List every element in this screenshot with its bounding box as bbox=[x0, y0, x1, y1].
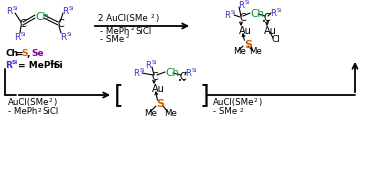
Text: [: [ bbox=[114, 83, 124, 107]
Text: Au: Au bbox=[239, 26, 252, 36]
Text: R: R bbox=[5, 60, 12, 70]
Text: AuCl(SMe: AuCl(SMe bbox=[213, 98, 254, 108]
Text: Ch: Ch bbox=[165, 68, 179, 78]
Text: SiCl: SiCl bbox=[135, 26, 151, 36]
Text: = MePh: = MePh bbox=[18, 60, 57, 70]
Text: 2: 2 bbox=[126, 35, 130, 40]
Text: Si: Si bbox=[192, 67, 197, 73]
Text: ): ) bbox=[155, 13, 158, 22]
Text: 2: 2 bbox=[151, 13, 155, 19]
Text: C: C bbox=[57, 19, 64, 29]
Text: Si: Si bbox=[245, 1, 250, 5]
Text: Si: Si bbox=[12, 60, 18, 64]
Text: Si: Si bbox=[277, 9, 282, 13]
Text: Se: Se bbox=[31, 50, 44, 59]
Text: ): ) bbox=[258, 98, 261, 108]
Text: R: R bbox=[224, 11, 230, 19]
Text: Si: Si bbox=[231, 9, 236, 15]
Text: 2: 2 bbox=[240, 108, 244, 112]
Text: Si: Si bbox=[69, 6, 74, 12]
Text: C: C bbox=[19, 19, 26, 29]
Text: 2: 2 bbox=[254, 98, 258, 104]
Text: R: R bbox=[145, 60, 151, 70]
Text: Au: Au bbox=[264, 26, 277, 36]
Text: ]: ] bbox=[200, 83, 210, 107]
Text: Si: Si bbox=[140, 67, 145, 73]
Text: AuCl(SMe: AuCl(SMe bbox=[8, 98, 49, 108]
Text: ): ) bbox=[53, 98, 56, 108]
Text: Ch: Ch bbox=[250, 9, 264, 19]
Text: C: C bbox=[180, 72, 187, 82]
Text: R: R bbox=[238, 2, 244, 11]
Text: R: R bbox=[14, 33, 20, 42]
Text: Si: Si bbox=[53, 60, 63, 70]
Text: Ch: Ch bbox=[5, 50, 18, 59]
Text: C: C bbox=[152, 72, 159, 82]
Text: Si: Si bbox=[152, 60, 157, 64]
Text: C: C bbox=[239, 13, 246, 23]
Text: 2 AuCl(SMe: 2 AuCl(SMe bbox=[98, 13, 148, 22]
Text: Si: Si bbox=[67, 32, 72, 36]
Text: S: S bbox=[21, 50, 27, 59]
Text: R: R bbox=[133, 68, 139, 77]
Text: =: = bbox=[16, 50, 24, 59]
Text: R: R bbox=[185, 68, 191, 77]
Text: - SMe: - SMe bbox=[213, 108, 237, 116]
Text: Si: Si bbox=[13, 6, 18, 12]
Text: Cl: Cl bbox=[272, 35, 281, 43]
Text: 2: 2 bbox=[131, 26, 135, 32]
Text: Si: Si bbox=[21, 32, 26, 36]
Text: ••: •• bbox=[262, 19, 270, 25]
Text: Me: Me bbox=[233, 47, 246, 57]
Text: - MePh: - MePh bbox=[8, 108, 37, 116]
Text: Ch: Ch bbox=[35, 12, 49, 22]
Text: Me: Me bbox=[144, 108, 157, 118]
Text: C: C bbox=[264, 13, 271, 23]
Text: S: S bbox=[244, 40, 252, 50]
Text: Me: Me bbox=[164, 108, 177, 118]
Text: 2: 2 bbox=[49, 98, 53, 104]
Text: - SMe: - SMe bbox=[100, 35, 124, 43]
Text: 2: 2 bbox=[49, 60, 53, 66]
Text: R: R bbox=[60, 33, 66, 42]
Text: R: R bbox=[62, 8, 68, 16]
Text: R: R bbox=[270, 9, 276, 19]
Text: 2: 2 bbox=[38, 108, 42, 112]
Text: S: S bbox=[156, 99, 164, 109]
Text: Me: Me bbox=[249, 47, 262, 57]
Text: ••: •• bbox=[178, 78, 186, 84]
Text: SiCl: SiCl bbox=[42, 108, 58, 116]
Text: - MePh: - MePh bbox=[100, 26, 129, 36]
Text: R: R bbox=[6, 8, 12, 16]
Text: ,: , bbox=[27, 50, 30, 59]
Text: Au: Au bbox=[152, 84, 165, 94]
